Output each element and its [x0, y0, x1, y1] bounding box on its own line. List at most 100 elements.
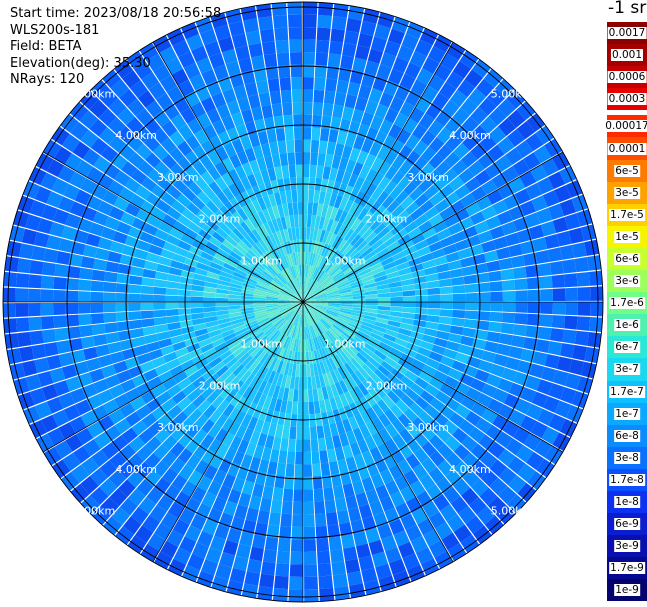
range-gate-cell: [428, 74, 446, 92]
range-gate-cell: [6, 348, 22, 365]
range-gate-cell: [265, 300, 279, 302]
range-gate-cell: [352, 302, 366, 306]
range-gate-cell: [166, 358, 181, 371]
range-gate-cell: [310, 139, 320, 153]
range-gate-cell: [493, 236, 509, 250]
range-gate-cell: [444, 191, 460, 207]
range-gate-cell: [102, 399, 119, 415]
range-gate-cell: [347, 231, 358, 244]
range-gate-cell: [252, 262, 265, 273]
range-gate-cell: [400, 394, 415, 408]
range-gate-cell: [384, 438, 399, 454]
range-gate-cell: [402, 307, 416, 314]
scan-info-panel: Start time: 2023/08/18 20:56:58 WLS200s-…: [10, 6, 221, 89]
range-gate-cell: [207, 266, 222, 275]
range-gate-cell: [423, 266, 438, 276]
range-gate-cell: [468, 426, 486, 443]
range-gate-cell: [326, 410, 336, 425]
range-gate-cell: [236, 224, 248, 237]
range-gate-cell: [336, 279, 349, 287]
range-gate-cell: [275, 217, 284, 231]
range-gate-cell: [296, 314, 301, 327]
range-gate-cell: [403, 469, 419, 486]
range-gate-cell: [515, 398, 532, 415]
range-gate-cell: [31, 245, 47, 261]
range-gate-cell: [497, 448, 516, 467]
range-gate-cell: [18, 391, 35, 410]
range-gate-cell: [281, 322, 290, 334]
range-gate-cell: [327, 296, 341, 300]
colorbar-swatch: 0.0006: [607, 66, 647, 89]
range-gate-cell: [128, 436, 146, 453]
range-gate-cell: [251, 55, 265, 70]
range-gate-cell: [183, 62, 201, 80]
range-gate-cell: [234, 179, 246, 194]
range-gate-cell: [303, 293, 313, 302]
range-gate-cell: [99, 460, 118, 478]
range-gate-cell: [180, 325, 195, 335]
range-gate-cell: [459, 256, 475, 268]
range-gate-cell: [396, 128, 412, 145]
range-gate-cell: [259, 274, 272, 284]
range-gate-cell: [509, 409, 526, 427]
range-gate-cell: [304, 589, 319, 602]
range-gate-cell: [343, 377, 353, 391]
range-gate-cell: [249, 430, 261, 445]
range-gate-cell: [257, 317, 270, 325]
range-gate-cell: [295, 326, 300, 340]
range-gate-cell: [347, 81, 361, 97]
range-gate-cell: [395, 209, 410, 223]
range-gate-cell: [223, 218, 236, 232]
range-gate-cell: [428, 213, 444, 227]
range-gate-cell: [420, 425, 436, 441]
range-gate-cell: [167, 384, 182, 398]
colorbar-tick-label: 3e-9: [614, 540, 640, 553]
range-gate-cell: [263, 251, 274, 264]
range-gate-cell: [537, 408, 555, 426]
range-gate-cell: [241, 286, 255, 292]
range-gate-cell: [173, 220, 188, 234]
range-gate-cell: [365, 421, 378, 436]
range-gate-cell: [184, 364, 199, 377]
range-gate-cell: [97, 354, 113, 368]
range-gate-cell: [269, 283, 282, 291]
range-gate-cell: [526, 313, 541, 326]
range-gate-cell: [383, 333, 397, 343]
range-gate-cell: [291, 302, 303, 307]
range-gate-cell: [369, 218, 383, 232]
elevation-label: Elevation(deg): 35.30: [10, 55, 151, 71]
range-gate-cell: [525, 182, 543, 200]
range-gate-cell: [305, 326, 309, 340]
range-gate-cell: [315, 296, 328, 300]
range-gate-cell: [268, 512, 281, 526]
range-gate-cell: [125, 411, 142, 427]
range-gate-cell: [267, 309, 280, 316]
range-gate-cell: [452, 293, 466, 302]
range-gate-cell: [216, 399, 230, 414]
range-gate-cell: [335, 277, 348, 285]
range-gate-cell: [331, 561, 347, 576]
range-gate-cell: [443, 214, 459, 228]
range-gate-cell: [273, 317, 285, 328]
range-gate-cell: [328, 264, 339, 276]
range-gate-cell: [316, 322, 326, 334]
range-gate-cell: [91, 269, 106, 282]
range-gate-cell: [196, 190, 211, 205]
range-gate-cell: [465, 387, 482, 402]
range-gate-cell: [291, 189, 298, 203]
range-gate-cell: [414, 307, 428, 315]
range-gate-cell: [313, 488, 324, 502]
range-gate-cell: [29, 260, 44, 275]
range-gate-cell: [46, 397, 64, 414]
range-gate-cell: [315, 304, 328, 309]
range-gate-cell: [244, 372, 256, 386]
range-gate-cell: [444, 435, 461, 452]
range-gate-cell: [258, 407, 269, 421]
range-gate-cell: [365, 360, 378, 373]
range-gate-cell: [314, 293, 327, 299]
range-gate-cell: [178, 464, 195, 481]
range-gate-cell: [277, 272, 288, 284]
range-gate-cell: [331, 155, 342, 170]
range-gate-cell: [329, 327, 341, 338]
range-gate-cell: [576, 316, 591, 331]
